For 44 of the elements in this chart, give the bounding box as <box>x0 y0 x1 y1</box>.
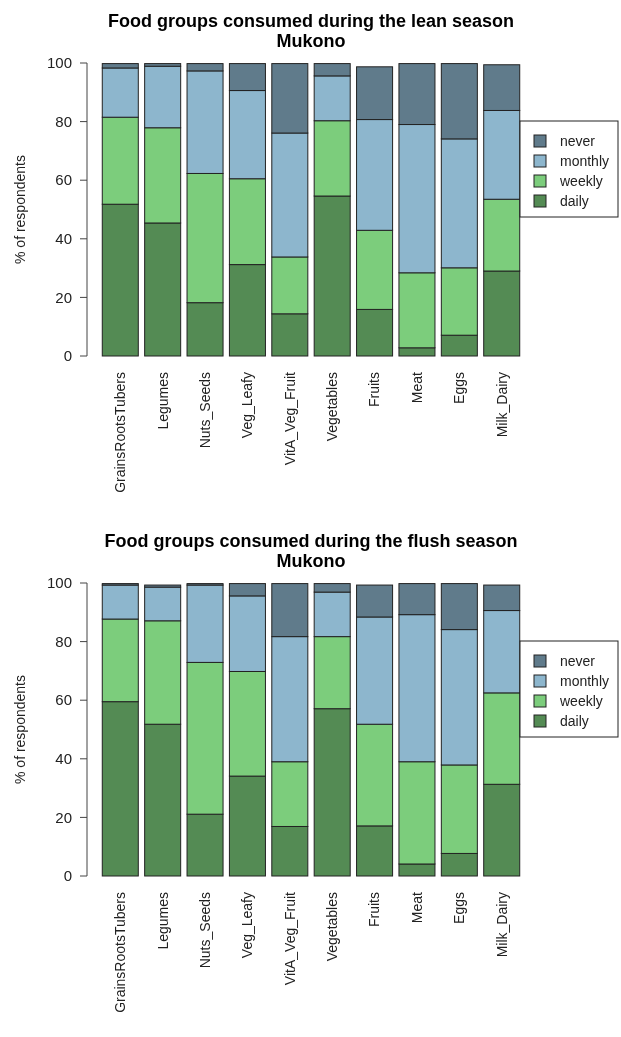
x-tick-label: Fruits <box>366 372 383 407</box>
y-tick-label: 0 <box>63 867 72 885</box>
legend-label: never <box>560 132 596 149</box>
legend-label: monthly <box>560 152 610 169</box>
y-axis-title: % of respondents <box>12 675 28 784</box>
x-tick-label: Eggs <box>451 892 468 924</box>
x-tick-label: Meat <box>408 371 425 404</box>
chart-title: Food groups consumed during the flush season Mukono <box>104 531 518 571</box>
x-tick-label: Legumes <box>154 372 171 430</box>
chart-title: Food groups consumed during the lean season Mukono <box>107 11 515 51</box>
x-tick-label: Nuts_Seeds <box>196 892 213 969</box>
y-tick-label: 80 <box>55 112 72 130</box>
x-tick-label: VitA_Veg_Fruit <box>281 371 298 466</box>
x-tick-label: Eggs <box>451 372 468 404</box>
legend-label: weekly <box>559 692 603 709</box>
y-tick-label: 60 <box>55 171 72 189</box>
y-tick-label: 100 <box>46 574 72 592</box>
x-tick-label: Veg_Leafy <box>239 372 256 439</box>
y-tick-label: 40 <box>55 750 72 768</box>
x-tick-label: Milk_Dairy <box>493 892 510 958</box>
x-tick-label: Milk_Dairy <box>493 372 510 438</box>
legend-label: daily <box>560 192 589 209</box>
x-tick-label: Nuts_Seeds <box>196 372 213 449</box>
y-tick-label: 20 <box>55 808 72 826</box>
x-tick-label: Veg_Leafy <box>239 892 256 959</box>
x-tick-label: Vegetables <box>324 372 341 442</box>
x-tick-label: GrainsRootsTubers <box>112 372 129 493</box>
x-tick-label: Legumes <box>154 892 171 950</box>
y-tick-label: 20 <box>55 288 72 306</box>
legend-label: monthly <box>560 672 610 689</box>
x-tick-label: Vegetables <box>324 892 341 962</box>
legend-label: daily <box>560 712 589 729</box>
y-tick-label: 100 <box>46 54 72 72</box>
x-tick-label: GrainsRootsTubers <box>112 892 129 1013</box>
legend-label: never <box>560 652 596 669</box>
y-tick-label: 60 <box>55 691 72 709</box>
x-tick-label: Meat <box>408 891 425 924</box>
y-tick-label: 80 <box>55 632 72 650</box>
y-axis-title: % of respondents <box>12 155 28 264</box>
x-tick-label: VitA_Veg_Fruit <box>281 891 298 986</box>
legend-label: weekly <box>559 172 603 189</box>
x-tick-label: Fruits <box>366 892 383 927</box>
y-tick-label: 0 <box>63 347 72 365</box>
y-tick-label: 40 <box>55 230 72 248</box>
